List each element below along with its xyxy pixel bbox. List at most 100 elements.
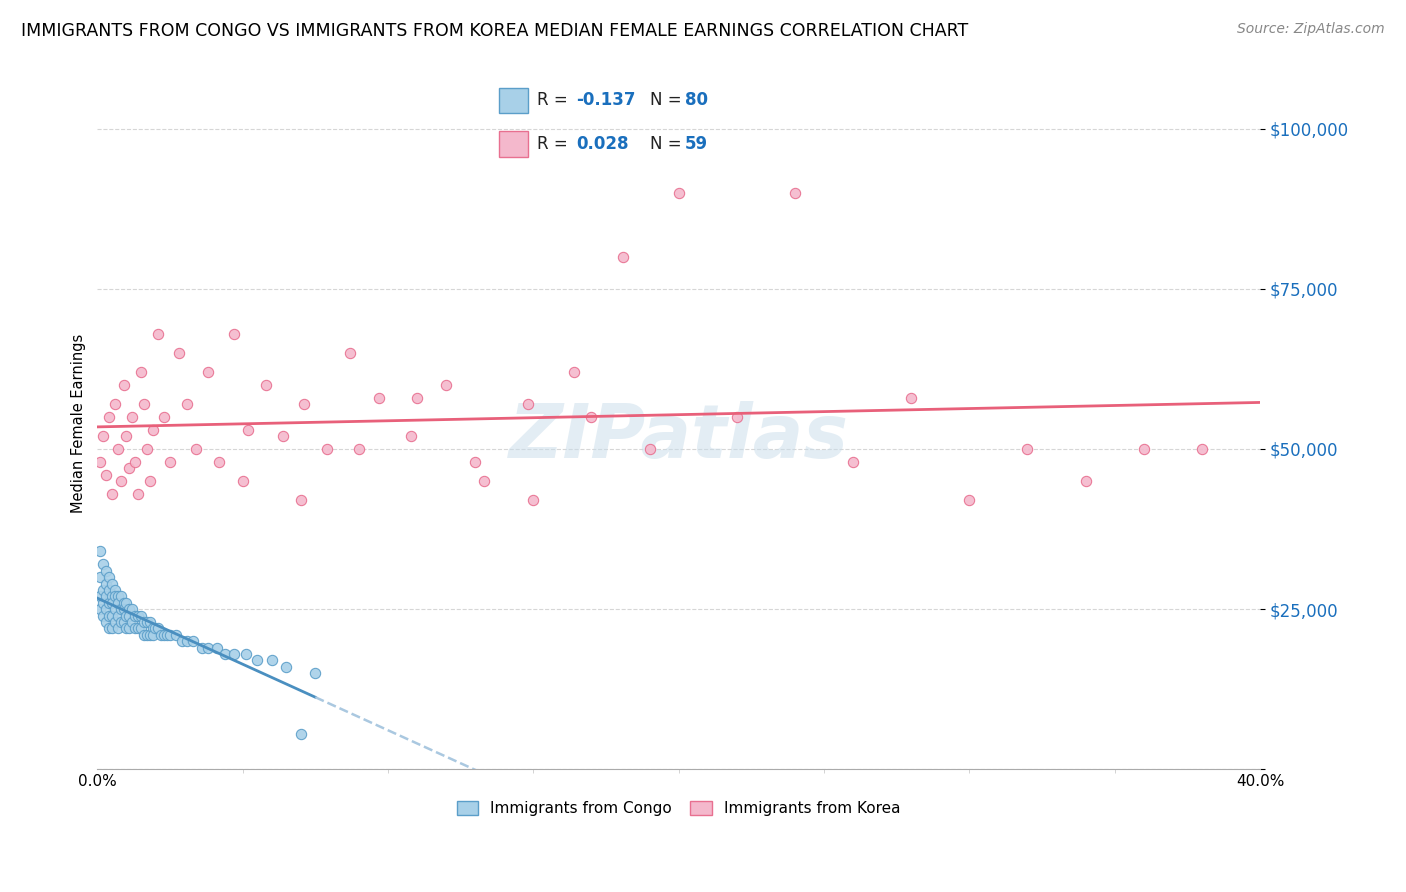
Point xyxy=(153,409,176,424)
Point xyxy=(842,455,865,469)
Point xyxy=(176,634,198,648)
Point xyxy=(142,423,165,437)
Point xyxy=(668,186,690,200)
Point xyxy=(107,590,129,604)
Point xyxy=(1017,442,1039,456)
Point xyxy=(368,391,391,405)
Point xyxy=(434,378,457,392)
Point xyxy=(112,596,135,610)
Point xyxy=(91,558,114,572)
Point xyxy=(110,590,132,604)
Point xyxy=(138,474,160,488)
Point xyxy=(91,608,114,623)
Point xyxy=(304,666,326,681)
Point xyxy=(159,455,181,469)
Point xyxy=(138,615,160,629)
Point xyxy=(89,590,111,604)
Point xyxy=(121,409,143,424)
Point xyxy=(112,378,135,392)
Point xyxy=(339,346,361,360)
Point xyxy=(104,590,127,604)
Point xyxy=(135,615,157,629)
Point xyxy=(115,429,138,443)
Point xyxy=(316,442,339,456)
Point xyxy=(142,621,165,635)
Point xyxy=(406,391,429,405)
Point xyxy=(98,570,121,584)
Point xyxy=(98,596,121,610)
Point xyxy=(783,186,806,200)
Point xyxy=(191,640,214,655)
Point xyxy=(94,590,117,604)
Point xyxy=(638,442,661,456)
Point xyxy=(292,397,315,411)
Point xyxy=(138,628,160,642)
Point xyxy=(176,397,198,411)
Point xyxy=(900,391,922,405)
Point xyxy=(98,582,121,597)
Point xyxy=(260,653,283,667)
Point xyxy=(94,564,117,578)
Point xyxy=(107,596,129,610)
Point xyxy=(401,429,423,443)
Point xyxy=(110,615,132,629)
Point xyxy=(115,621,138,635)
Point xyxy=(148,326,170,341)
Point xyxy=(110,474,132,488)
Point xyxy=(101,596,124,610)
Point xyxy=(562,365,585,379)
Point xyxy=(107,621,129,635)
Point xyxy=(127,621,149,635)
Point xyxy=(98,608,121,623)
Point xyxy=(107,608,129,623)
Point xyxy=(91,582,114,597)
Y-axis label: Median Female Earnings: Median Female Earnings xyxy=(72,334,86,513)
Point xyxy=(98,621,121,635)
Point xyxy=(91,596,114,610)
Point xyxy=(121,615,143,629)
Point xyxy=(197,365,219,379)
Point xyxy=(104,582,127,597)
Point xyxy=(148,621,170,635)
Point xyxy=(612,250,634,264)
Point xyxy=(101,608,124,623)
Legend: Immigrants from Congo, Immigrants from Korea: Immigrants from Congo, Immigrants from K… xyxy=(449,793,908,824)
Point xyxy=(1074,474,1097,488)
Text: ZIPatlas: ZIPatlas xyxy=(509,401,849,474)
Point xyxy=(145,621,167,635)
Point xyxy=(124,621,146,635)
Point xyxy=(129,608,152,623)
Point xyxy=(98,409,121,424)
Point xyxy=(1191,442,1213,456)
Point xyxy=(347,442,370,456)
Point xyxy=(222,647,245,661)
Point xyxy=(167,346,190,360)
Point xyxy=(94,615,117,629)
Point xyxy=(214,647,236,661)
Point xyxy=(232,474,254,488)
Point xyxy=(205,640,228,655)
Point xyxy=(124,608,146,623)
Point xyxy=(159,628,181,642)
Point xyxy=(104,602,127,616)
Point xyxy=(235,647,257,661)
Point xyxy=(516,397,538,411)
Point xyxy=(118,602,141,616)
Point xyxy=(94,602,117,616)
Point xyxy=(110,602,132,616)
Point xyxy=(101,576,124,591)
Point xyxy=(101,621,124,635)
Point xyxy=(290,727,312,741)
Point xyxy=(107,442,129,456)
Point xyxy=(522,493,544,508)
Point xyxy=(112,615,135,629)
Point xyxy=(957,493,980,508)
Point xyxy=(94,467,117,482)
Point xyxy=(246,653,269,667)
Point xyxy=(581,409,603,424)
Point xyxy=(89,570,111,584)
Point xyxy=(115,608,138,623)
Point xyxy=(124,455,146,469)
Point xyxy=(118,608,141,623)
Point xyxy=(273,429,295,443)
